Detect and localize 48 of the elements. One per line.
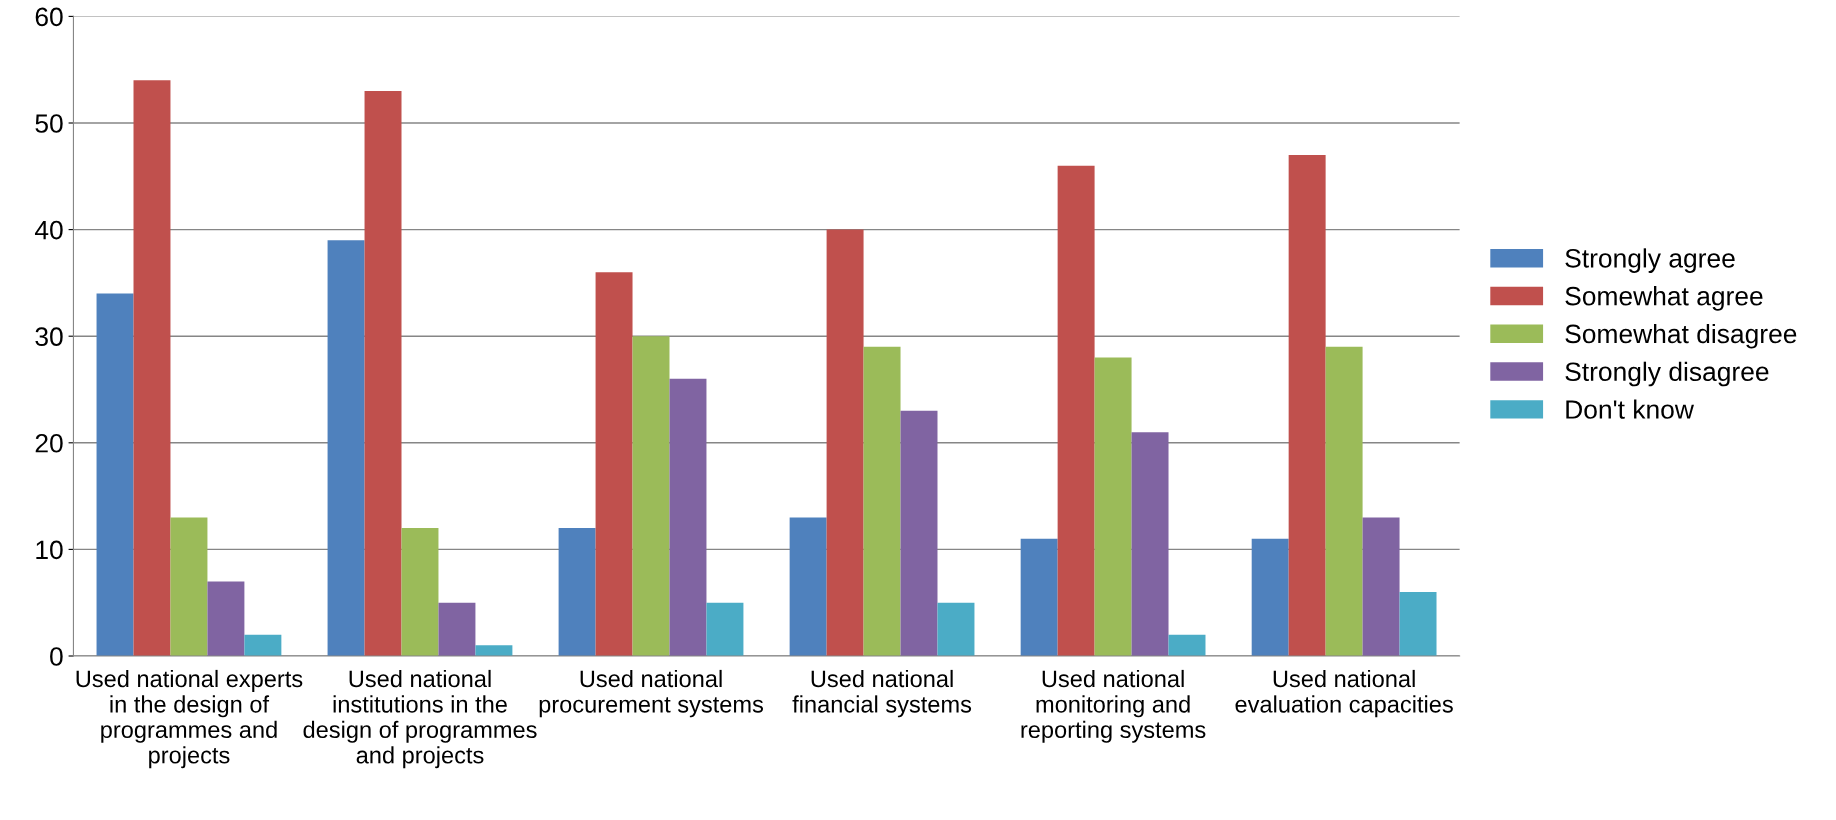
bar — [863, 346, 901, 656]
bar — [475, 645, 513, 656]
bar — [438, 602, 476, 656]
bar — [1168, 634, 1206, 656]
bar — [1094, 357, 1132, 656]
bar — [900, 410, 938, 656]
bar — [1057, 165, 1095, 656]
bar — [364, 91, 402, 656]
bar — [207, 581, 245, 656]
y-tick-label: 40 — [34, 220, 63, 240]
x-tick-label: Used national experts in the design of programmes and projects — [76, 669, 303, 769]
bar — [595, 272, 633, 656]
y-tick-label: 0 — [50, 647, 63, 666]
bar — [133, 80, 171, 656]
y-tick-label: 50 — [35, 114, 63, 133]
bar — [327, 240, 365, 656]
bar — [826, 229, 864, 656]
bar — [558, 528, 596, 656]
y-tick-label: 60 — [35, 7, 63, 27]
bar — [789, 517, 827, 656]
y-tick-label: 30 — [35, 327, 63, 347]
bar — [96, 293, 134, 656]
bar — [1020, 538, 1058, 656]
x-tick-label: Used national monitoring and reporting systems — [1021, 669, 1206, 743]
x-tick-label: Used national financial systems — [792, 669, 972, 718]
bar — [401, 528, 439, 656]
bar — [1362, 517, 1400, 656]
x-tick-label: Used national procurement systems — [539, 669, 764, 718]
y-tick-label: 10 — [36, 540, 63, 560]
x-tick-label: Used national institutions in the design of programmes and projects — [303, 669, 537, 769]
legend-label: Strongly disagree — [1565, 361, 1769, 387]
bar — [937, 602, 975, 656]
legend-label: Somewhat agree — [1565, 286, 1763, 311]
bar — [669, 378, 707, 656]
bar — [1399, 592, 1437, 656]
bar — [1251, 538, 1289, 656]
bar — [244, 634, 282, 656]
legend-label: Somewhat disagree — [1565, 323, 1797, 349]
x-tick-label: Used national evaluation capacities — [1235, 669, 1453, 718]
bar — [170, 517, 208, 656]
legend-label: Strongly agree — [1565, 248, 1735, 273]
legend-label: Don't know — [1566, 399, 1694, 419]
bar — [1288, 154, 1326, 656]
bar — [632, 336, 670, 656]
y-tick-label: 20 — [35, 433, 63, 453]
bar — [706, 602, 744, 656]
bar — [1131, 432, 1169, 656]
bar — [1325, 346, 1363, 656]
